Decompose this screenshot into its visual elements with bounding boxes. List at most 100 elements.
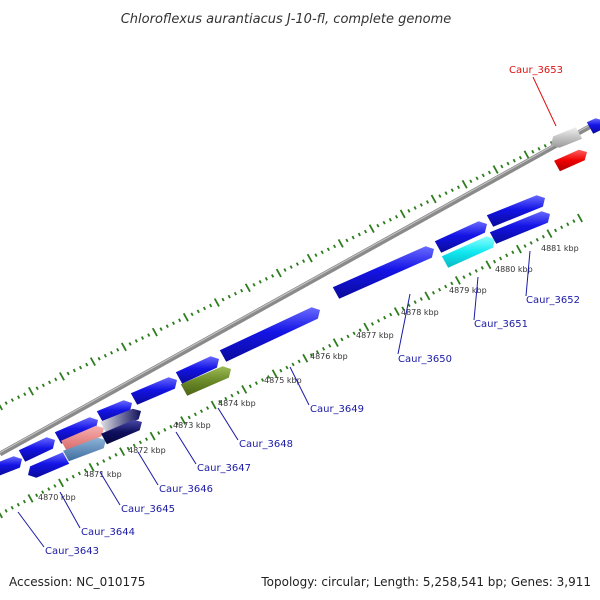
gene-arrow[interactable]	[54, 417, 98, 444]
inner-tick	[315, 350, 320, 354]
outer-tick	[438, 194, 442, 198]
gene-arrow[interactable]	[101, 419, 142, 445]
gene-label-caur-3650[interactable]: Caur_3650	[398, 354, 452, 365]
inner-tick	[126, 446, 130, 451]
gene-label-caur-3653[interactable]: Caur_3653	[509, 65, 563, 76]
outer-tick	[227, 294, 231, 299]
gene-arrow[interactable]	[551, 127, 583, 148]
inner-tick	[541, 234, 545, 239]
outer-tick	[0, 404, 3, 411]
gene-arrow[interactable]	[180, 366, 231, 396]
scale-label: 4878 kbp	[401, 308, 439, 317]
outer-tick	[363, 229, 368, 234]
gene-label-caur-3645[interactable]: Caur_3645	[121, 504, 175, 515]
inner-tick	[180, 416, 187, 425]
inner-tick	[309, 353, 313, 357]
gene-arrow[interactable]	[434, 221, 487, 253]
gene-leader-line	[175, 431, 197, 465]
inner-tick	[114, 452, 118, 457]
outer-tick	[97, 356, 101, 361]
inner-tick	[35, 493, 39, 498]
outer-tick	[213, 298, 220, 307]
scale-label: 4877 kbp	[356, 331, 394, 340]
inner-tick	[332, 338, 339, 348]
outer-tick	[425, 200, 430, 204]
inner-tick	[554, 228, 558, 233]
outer-tick	[469, 179, 473, 184]
outer-tick	[345, 238, 349, 243]
gene-leader-line	[99, 471, 121, 506]
inner-tick	[505, 253, 509, 258]
outer-tick	[337, 239, 344, 248]
outer-tick	[537, 146, 541, 151]
outer-tick	[430, 194, 437, 204]
outer-tick	[481, 173, 485, 178]
outer-tick	[165, 324, 169, 329]
outer-tick	[492, 165, 499, 174]
inner-tick	[10, 505, 14, 510]
inner-tick	[450, 281, 454, 286]
outer-tick	[512, 158, 516, 163]
gene-label-caur-3644[interactable]: Caur_3644	[81, 527, 135, 538]
outer-tick	[116, 347, 120, 352]
inner-tick	[199, 409, 204, 414]
gene-arrow[interactable]	[96, 400, 132, 423]
outer-tick	[134, 339, 138, 343]
gene-arrow[interactable]	[332, 246, 434, 299]
inner-tick	[77, 471, 81, 476]
gene-label-caur-3648[interactable]: Caur_3648	[239, 439, 293, 450]
gene-label-caur-3652[interactable]: Caur_3652	[526, 295, 580, 306]
inner-tick	[291, 362, 295, 367]
scale-label: 4871 kbp	[84, 470, 122, 479]
gene-leader-line	[473, 276, 479, 321]
gene-arrow[interactable]	[554, 149, 587, 172]
gene-label-caur-3646[interactable]: Caur_3646	[159, 484, 213, 495]
gene-arrow[interactable]	[63, 437, 106, 462]
gene-arrow[interactable]	[175, 356, 219, 384]
genome-info-text: Topology: circular; Length: 5,258,541 bp…	[260, 575, 591, 589]
gene-label-caur-3649[interactable]: Caur_3649	[310, 404, 364, 415]
gene-label-caur-3643[interactable]: Caur_3643	[45, 546, 99, 557]
gene-arrow[interactable]	[441, 236, 495, 268]
inner-tick	[169, 424, 173, 429]
gene-arrow[interactable]	[486, 195, 545, 227]
gene-arrow[interactable]	[18, 437, 55, 462]
inner-tick	[236, 390, 240, 395]
inner-tick	[22, 499, 26, 504]
outer-tick	[151, 327, 158, 337]
inner-tick	[566, 222, 570, 227]
gene-arrow[interactable]	[61, 425, 104, 452]
inner-tick	[210, 400, 217, 410]
gene-label-caur-3651[interactable]: Caur_3651	[474, 319, 528, 330]
outer-tick	[419, 203, 423, 207]
scale-label: 4880 kbp	[495, 265, 533, 274]
outer-tick	[171, 321, 176, 326]
gene-arrow[interactable]	[489, 211, 550, 244]
gene-arrow[interactable]	[0, 456, 22, 476]
gene-label-caur-3647[interactable]: Caur_3647	[197, 463, 251, 474]
gene-leader-line	[217, 407, 239, 441]
gene-arrow[interactable]	[130, 377, 177, 405]
inner-tick	[358, 328, 362, 333]
inner-tick	[546, 229, 553, 238]
gene-arrow[interactable]	[28, 452, 70, 478]
gene-arrow[interactable]	[219, 307, 320, 362]
inner-tick	[523, 244, 527, 248]
outer-tick	[531, 149, 535, 154]
outer-tick	[54, 377, 58, 382]
gene-arrow[interactable]	[100, 408, 141, 433]
inner-tick	[370, 322, 374, 326]
outer-tick	[17, 395, 21, 399]
inner-tick	[144, 437, 149, 442]
inner-tick	[424, 291, 431, 301]
outer-tick	[103, 353, 107, 358]
map-title: Chloroflexus aurantiacus J-10-fl, comple…	[121, 12, 452, 27]
outer-tick	[306, 253, 313, 263]
inner-tick	[438, 287, 442, 292]
inner-tick	[492, 259, 497, 264]
gene-arrow[interactable]	[586, 118, 600, 134]
inner-tick	[96, 462, 100, 466]
inner-tick	[462, 275, 466, 280]
outer-tick	[543, 143, 547, 148]
outer-tick	[271, 274, 275, 278]
